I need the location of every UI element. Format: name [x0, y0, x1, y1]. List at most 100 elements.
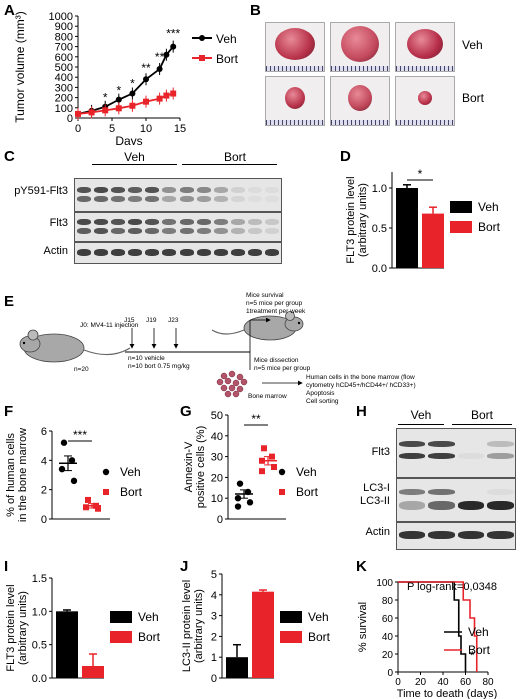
chart-f-human-cells: 0 2 4 6 *** % of human cellsin the bone marro… [5, 426, 143, 526]
y-axis-label-line: (arbitrary units) [193, 589, 205, 663]
blot-band [487, 489, 514, 495]
data-point [170, 43, 177, 50]
blot-band [76, 196, 91, 202]
blot-band [231, 196, 246, 202]
blot-band [196, 187, 211, 193]
legend-marker [278, 468, 286, 476]
blot-band [128, 249, 143, 256]
blot-band [457, 531, 484, 539]
x-tick-label: 60 [460, 677, 472, 688]
legend-swatch-1 [450, 221, 472, 233]
data-point [115, 96, 122, 103]
ruler-strip [266, 120, 324, 125]
schematic-bone-marrow-label: Bone marrow [248, 393, 287, 400]
analysis-line-1: Human cells in the bone marrow (flow [306, 374, 415, 381]
y-tick-label: 0.5 [372, 223, 387, 235]
blot-c-row-label-actin: Actin [43, 245, 68, 257]
analysis-line-2: cytometry hCD45+/hCD44+/ hCD33+) [306, 382, 416, 389]
y-axis-label: FLT3 protein level(arbitrary units) [5, 584, 29, 671]
blot-band [398, 501, 425, 510]
tumor-image [285, 87, 305, 109]
data-point [259, 468, 265, 475]
data-point [70, 477, 78, 485]
blot-band [110, 196, 125, 202]
y-tick-label: 100 [376, 578, 393, 589]
blot-band [398, 489, 425, 495]
y-axis-label: Tumor volume (mm³) [13, 11, 27, 123]
blot-band [145, 228, 160, 234]
data-point [85, 496, 91, 503]
blot-band [196, 228, 211, 234]
data-point [234, 503, 242, 510]
survival-curve-veh [398, 581, 467, 672]
blot-h-group-veh-line [398, 424, 444, 425]
mouse-icon [19, 329, 131, 363]
mouse-icon-survival [211, 311, 304, 341]
panel-label-h: H [356, 403, 367, 420]
panel-label-g: G [180, 403, 192, 420]
data-point [58, 465, 66, 473]
blot-band [213, 196, 228, 202]
schematic-group-vehicle: n=10 vehicle [128, 355, 165, 362]
panel-label-f: F [4, 403, 14, 420]
schematic-analysis-text: Human cells in the bone marrow (flow cyt… [306, 374, 416, 406]
y-axis-label: LC3-II protein level(arbitrary units) [181, 580, 205, 672]
tumor-photo-tile [265, 22, 325, 72]
data-point [88, 109, 95, 116]
blot-band [93, 187, 108, 193]
x-tick-label: 80 [482, 677, 494, 688]
blot-h-group-bort-line [452, 424, 512, 425]
data-point [60, 439, 68, 446]
blot-band [110, 228, 125, 234]
y-tick-label: 6 [41, 426, 47, 438]
blot-band [428, 453, 455, 459]
chart-g-annexin: 0 10 20 30 40 50 ** Annexin-Vpositive cells (%)… [183, 410, 319, 526]
blot-c-group-veh-line [92, 164, 177, 165]
marrow-cell [232, 390, 240, 398]
tumor-photo-tile [330, 22, 390, 72]
schematic-n-total: n=20 [74, 366, 89, 373]
panel-label-k: K [356, 558, 367, 575]
legend-label: Veh [468, 625, 489, 639]
bar-veh [396, 188, 418, 268]
y-tick-label: 20 [382, 650, 394, 661]
tumor-photo-tile [265, 76, 325, 126]
blot-band [179, 249, 194, 256]
x-axis-label: Time to death (days) [397, 688, 497, 699]
y-tick-label: 900 [55, 21, 73, 33]
blot-band [128, 187, 143, 193]
blot-band [428, 441, 455, 447]
blot-band [231, 249, 246, 256]
y-tick-label: 600 [55, 52, 73, 64]
tumor-image [418, 91, 432, 105]
y-tick-label: 700 [55, 42, 73, 54]
x-tick-label: 5 [109, 123, 115, 135]
survival-curve-bort [398, 581, 478, 672]
bar-veh [56, 611, 78, 678]
legend-swatch-0 [450, 201, 472, 213]
y-axis-label-line: in the bone marrow [17, 428, 29, 522]
blot-band [179, 228, 194, 234]
data-point [129, 90, 136, 97]
blot-band [110, 219, 125, 225]
y-axis-label-line: % survival [357, 602, 369, 652]
legend-label: Bort [296, 485, 319, 499]
data-point [129, 102, 136, 109]
y-tick-label: 0.0 [372, 263, 387, 275]
blot-band [231, 228, 246, 234]
blot-band [162, 249, 177, 256]
y-tick-label: 20 [211, 472, 223, 484]
legend-label-1: Bort [308, 630, 331, 644]
schematic-dissection-text: Mice dissection n=5 mice per group [254, 357, 310, 373]
blot-band [398, 441, 425, 447]
y-tick-label: 400 [55, 72, 73, 84]
tumor-image [341, 26, 379, 62]
data-point [102, 107, 109, 114]
legend-label: Bort [120, 485, 143, 499]
y-tick-label: 30 [211, 452, 223, 464]
blot-band [179, 196, 194, 202]
y-tick-label: 800 [55, 31, 73, 43]
chart-j-lc3ii-level: 0 1 2 3 4 5 LC3-II protein level(arbitrary uni… [181, 569, 331, 685]
blot-band [93, 196, 108, 202]
blot-band [487, 441, 514, 447]
